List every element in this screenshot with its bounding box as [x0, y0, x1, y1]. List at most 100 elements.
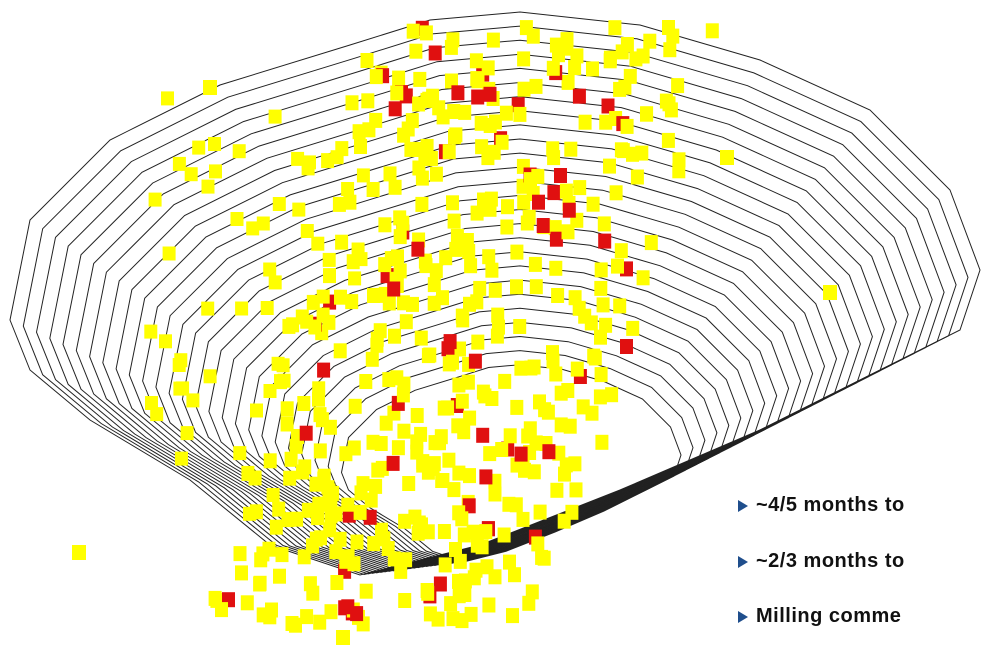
sample [483, 446, 497, 462]
sample [396, 215, 410, 231]
sample [452, 465, 466, 481]
sample [322, 314, 336, 330]
bullet-text: Milling comme [756, 605, 902, 627]
bench-contour [115, 124, 885, 572]
sample [409, 43, 423, 59]
sample [517, 51, 531, 67]
sample [508, 567, 521, 583]
sample [235, 565, 248, 581]
sample [615, 44, 629, 60]
sample [533, 504, 547, 520]
sample [564, 141, 578, 157]
sample [568, 60, 582, 76]
sample [614, 142, 628, 158]
sample [578, 308, 592, 324]
sample [570, 361, 584, 377]
bench-contour [287, 307, 730, 565]
sample [594, 280, 608, 296]
sample [506, 608, 519, 624]
sample [144, 324, 158, 339]
sample [469, 53, 483, 69]
sample [455, 511, 469, 527]
sample [568, 456, 582, 472]
sample [356, 168, 370, 183]
sample [666, 28, 680, 44]
sample [518, 462, 531, 478]
sample [232, 144, 246, 159]
sample [498, 373, 512, 389]
bench-contour [35, 39, 957, 575]
sample [568, 290, 582, 306]
sample [209, 164, 222, 179]
sample [492, 319, 505, 335]
sample [635, 145, 649, 161]
sample [333, 531, 347, 547]
sample [452, 573, 465, 589]
sample [365, 351, 379, 367]
sample [192, 140, 206, 155]
sample [240, 595, 254, 611]
sample [550, 482, 564, 498]
sample [525, 584, 539, 600]
sample [317, 471, 331, 486]
sample [535, 549, 549, 565]
sample [495, 442, 509, 457]
sample [369, 478, 383, 494]
sample [390, 370, 404, 386]
high-grade-sample [547, 185, 561, 201]
high-grade-sample [601, 98, 615, 114]
sample [419, 25, 433, 41]
sample [256, 607, 270, 623]
sample [334, 289, 347, 305]
sample [596, 297, 610, 313]
sample [594, 329, 607, 345]
sample [558, 466, 571, 482]
sample [613, 81, 627, 97]
sample [241, 465, 255, 481]
sample [429, 166, 443, 182]
sample [275, 547, 289, 563]
sample [381, 541, 395, 556]
sample [510, 399, 524, 415]
sample [510, 279, 523, 295]
high-grade-sample [317, 362, 331, 378]
sample [599, 114, 613, 130]
sample [471, 73, 485, 89]
sample [541, 404, 555, 420]
sample [404, 141, 418, 157]
sample [394, 563, 408, 579]
sample [383, 166, 397, 182]
sample [436, 109, 450, 125]
sample [442, 144, 456, 160]
sample [180, 426, 194, 441]
sample [514, 360, 528, 376]
sample [172, 156, 186, 171]
bench-contour [340, 364, 682, 563]
sample [519, 20, 533, 36]
sample [313, 443, 327, 459]
sample [823, 285, 837, 300]
sample [595, 434, 609, 450]
sample [392, 70, 406, 86]
sample [488, 486, 502, 502]
sample [412, 96, 426, 112]
sample [333, 343, 347, 359]
sample [398, 593, 412, 608]
sample [547, 150, 561, 166]
sample [620, 118, 634, 134]
high-grade-sample [620, 339, 633, 354]
sample [671, 78, 685, 94]
sample [513, 319, 527, 334]
sample [390, 85, 404, 101]
sample [513, 106, 527, 122]
sample [322, 252, 336, 267]
sample [546, 60, 560, 76]
high-grade-sample [471, 89, 485, 105]
sample [529, 78, 543, 94]
sample [284, 451, 298, 467]
sample [345, 95, 359, 111]
sample [442, 452, 456, 468]
bullet-marker [738, 499, 748, 512]
sample [611, 258, 624, 274]
bullet-marker [738, 555, 748, 568]
